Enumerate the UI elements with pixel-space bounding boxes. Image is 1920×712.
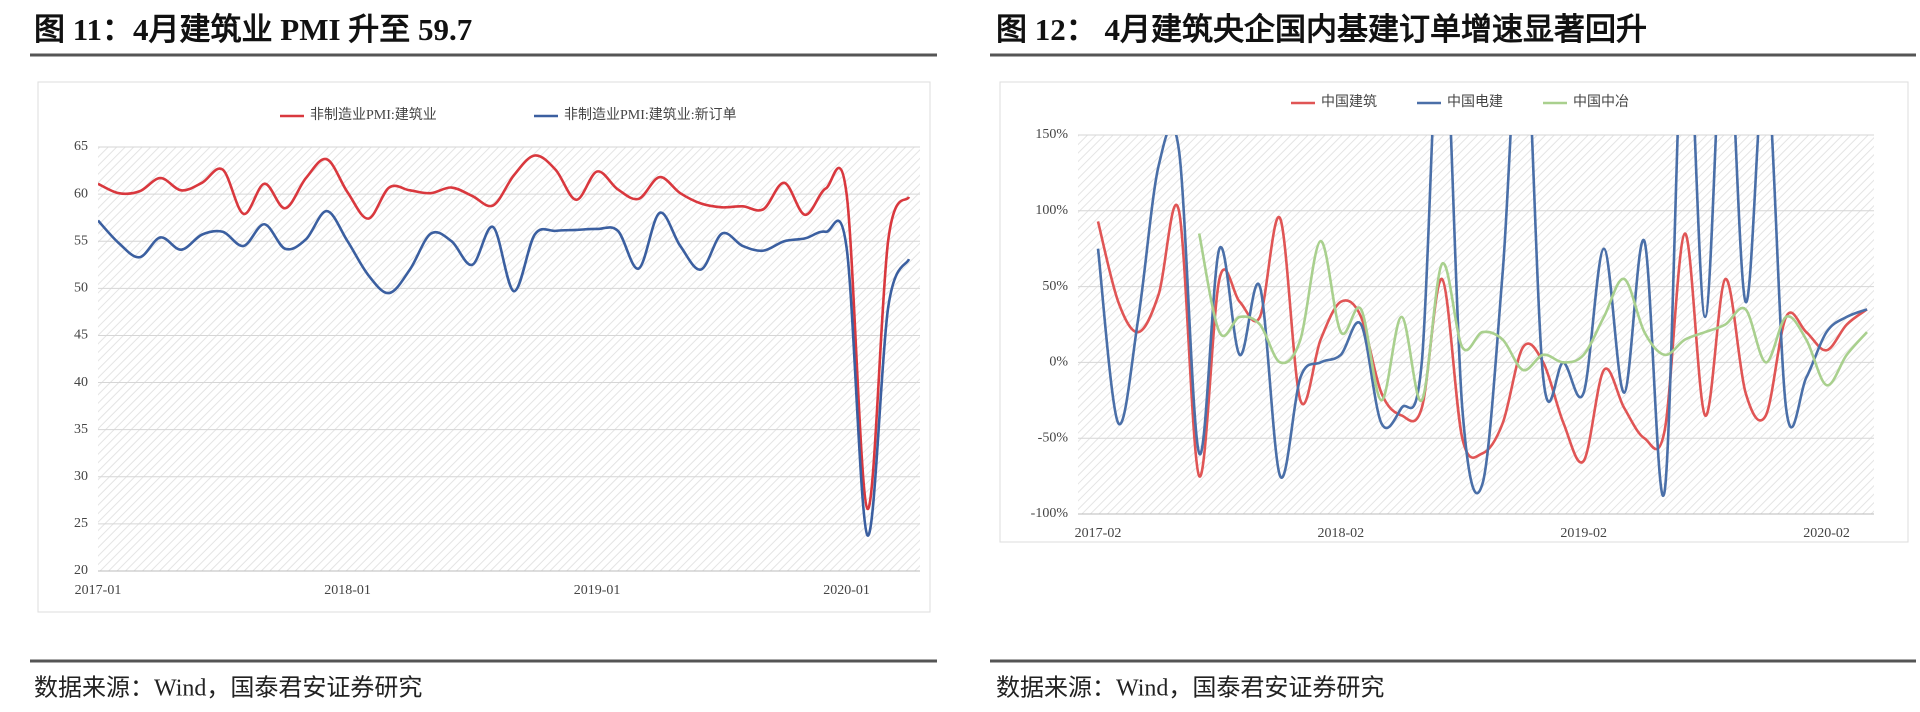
- x-tick-label: 2017-02: [1075, 526, 1122, 541]
- chart-frame: [999, 81, 1909, 543]
- chart-title: 图 12： 4月建筑央企国内基建订单增速显著回升: [996, 12, 1647, 47]
- y-tick-label: 50: [74, 281, 88, 296]
- y-tick-label: 35: [74, 422, 88, 437]
- legend-label: 非制造业PMI:建筑业: [310, 107, 437, 123]
- y-tick-label: 0%: [1049, 355, 1068, 370]
- plot-area: [98, 147, 920, 571]
- series-group: [98, 154, 911, 537]
- x-tick-label: 2018-02: [1318, 526, 1365, 541]
- chart-source: 数据来源：Wind，国泰君安证券研究: [34, 675, 422, 702]
- y-tick-label: 25: [74, 516, 88, 531]
- chart-frame: [37, 81, 931, 613]
- y-tick-label: -50%: [1038, 430, 1069, 445]
- y-tick-label: 100%: [1035, 203, 1068, 218]
- y-tick-label: 60: [74, 186, 88, 201]
- y-tick-label: 50%: [1042, 279, 1068, 294]
- y-tick-label: 55: [74, 233, 88, 248]
- series-line: [1096, 135, 1868, 497]
- y-tick-label: 150%: [1035, 127, 1068, 142]
- legend-label: 非制造业PMI:建筑业:新订单: [564, 107, 737, 123]
- y-tick-label: 65: [74, 139, 88, 154]
- chart-source: 数据来源：Wind，国泰君安证券研究: [996, 675, 1384, 702]
- y-tick-label: 45: [74, 328, 88, 343]
- series-line: [1096, 203, 1868, 478]
- x-tick-label: 2019-01: [574, 583, 621, 598]
- series-line: [98, 154, 911, 511]
- x-tick-label: 2020-02: [1803, 526, 1850, 541]
- x-tick-label: 2020-01: [823, 583, 870, 598]
- x-tick-label: 2017-01: [75, 583, 122, 598]
- series-group: [1096, 135, 1868, 497]
- legend-label: 中国中冶: [1573, 94, 1629, 110]
- legend-label: 中国电建: [1447, 94, 1503, 110]
- y-tick-label: 30: [74, 469, 88, 484]
- y-tick-label: -100%: [1031, 506, 1069, 521]
- y-tick-label: 20: [74, 563, 88, 578]
- chart-title: 图 11：4月建筑业 PMI 升至 59.7: [34, 12, 472, 47]
- x-tick-label: 2018-01: [324, 583, 371, 598]
- series-line: [1197, 233, 1868, 402]
- y-tick-label: 40: [74, 375, 88, 390]
- x-tick-label: 2019-02: [1560, 526, 1607, 541]
- legend-label: 中国建筑: [1321, 94, 1377, 110]
- series-line: [98, 209, 911, 537]
